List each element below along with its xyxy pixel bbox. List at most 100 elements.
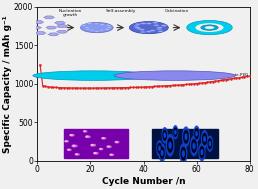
- Ellipse shape: [115, 142, 119, 143]
- Circle shape: [104, 29, 110, 30]
- Circle shape: [85, 28, 91, 30]
- Ellipse shape: [65, 141, 68, 142]
- Circle shape: [56, 26, 59, 27]
- Ellipse shape: [180, 144, 187, 163]
- Circle shape: [45, 18, 48, 19]
- Circle shape: [55, 27, 57, 28]
- Circle shape: [135, 27, 140, 29]
- Circle shape: [141, 23, 146, 24]
- Circle shape: [56, 21, 59, 22]
- Ellipse shape: [204, 137, 205, 142]
- Ellipse shape: [181, 147, 186, 160]
- Circle shape: [129, 22, 168, 34]
- Ellipse shape: [157, 141, 162, 156]
- Circle shape: [34, 21, 43, 24]
- Circle shape: [53, 17, 55, 18]
- Ellipse shape: [193, 143, 195, 149]
- Ellipse shape: [163, 130, 166, 140]
- Ellipse shape: [159, 144, 165, 162]
- Circle shape: [56, 31, 59, 32]
- Circle shape: [152, 22, 158, 24]
- Circle shape: [48, 26, 50, 27]
- Ellipse shape: [183, 127, 189, 146]
- Circle shape: [55, 21, 65, 24]
- Circle shape: [84, 27, 90, 28]
- Ellipse shape: [110, 154, 112, 155]
- Circle shape: [39, 23, 42, 24]
- Text: Self-assembly: Self-assembly: [106, 9, 136, 12]
- Circle shape: [156, 28, 162, 30]
- Ellipse shape: [158, 143, 161, 153]
- Circle shape: [37, 34, 39, 35]
- Circle shape: [45, 27, 48, 28]
- Circle shape: [35, 23, 37, 24]
- Circle shape: [59, 27, 61, 28]
- Ellipse shape: [166, 134, 174, 156]
- Circle shape: [31, 26, 41, 29]
- Text: PEG: PEG: [49, 74, 58, 78]
- Ellipse shape: [201, 150, 203, 155]
- Ellipse shape: [100, 149, 103, 150]
- Circle shape: [37, 31, 39, 32]
- Circle shape: [50, 35, 52, 36]
- Ellipse shape: [196, 132, 197, 136]
- Circle shape: [135, 23, 141, 25]
- Text: Calcination: Calcination: [165, 9, 189, 12]
- Circle shape: [90, 29, 95, 31]
- Ellipse shape: [102, 138, 106, 139]
- Ellipse shape: [195, 129, 198, 139]
- Circle shape: [43, 17, 46, 18]
- Bar: [64, 129, 128, 158]
- Ellipse shape: [110, 154, 114, 155]
- Circle shape: [57, 34, 60, 35]
- Circle shape: [57, 25, 67, 28]
- Ellipse shape: [209, 142, 211, 146]
- Ellipse shape: [200, 147, 204, 158]
- Ellipse shape: [68, 149, 69, 150]
- Ellipse shape: [207, 136, 213, 151]
- Text: (Co$^{2+}$, Ni$^{2+}$, Mn$^{2+}$)-Citrate-PEG: (Co$^{2+}$, Ni$^{2+}$, Mn$^{2+}$)-Citrat…: [182, 71, 250, 80]
- Ellipse shape: [191, 136, 197, 156]
- Circle shape: [161, 25, 167, 26]
- Ellipse shape: [159, 146, 160, 150]
- Ellipse shape: [73, 145, 75, 146]
- Circle shape: [50, 18, 53, 19]
- Circle shape: [63, 22, 66, 23]
- Ellipse shape: [168, 138, 173, 152]
- Circle shape: [52, 26, 55, 27]
- Text: Nucleation
growth: Nucleation growth: [59, 9, 83, 17]
- Ellipse shape: [68, 149, 71, 150]
- Circle shape: [187, 20, 232, 35]
- Ellipse shape: [194, 126, 199, 141]
- Circle shape: [146, 23, 152, 24]
- Circle shape: [42, 34, 44, 35]
- Circle shape: [59, 30, 61, 31]
- Circle shape: [114, 71, 236, 80]
- Ellipse shape: [174, 128, 177, 136]
- Circle shape: [150, 30, 156, 31]
- Circle shape: [66, 26, 68, 27]
- Ellipse shape: [72, 145, 77, 147]
- Ellipse shape: [184, 131, 188, 143]
- Circle shape: [94, 30, 99, 32]
- Circle shape: [63, 30, 66, 31]
- Circle shape: [42, 31, 44, 32]
- Circle shape: [61, 24, 64, 25]
- Ellipse shape: [84, 131, 87, 132]
- Circle shape: [35, 20, 37, 21]
- Circle shape: [49, 33, 58, 36]
- Ellipse shape: [208, 139, 212, 149]
- Ellipse shape: [94, 153, 98, 154]
- Ellipse shape: [169, 142, 171, 148]
- Circle shape: [54, 22, 57, 23]
- Circle shape: [106, 25, 111, 26]
- Circle shape: [57, 30, 67, 33]
- Ellipse shape: [203, 134, 206, 145]
- Circle shape: [66, 31, 68, 32]
- Circle shape: [195, 23, 224, 32]
- Circle shape: [30, 27, 33, 28]
- Ellipse shape: [182, 151, 184, 156]
- Ellipse shape: [162, 128, 167, 143]
- Circle shape: [201, 25, 218, 30]
- Circle shape: [134, 25, 139, 27]
